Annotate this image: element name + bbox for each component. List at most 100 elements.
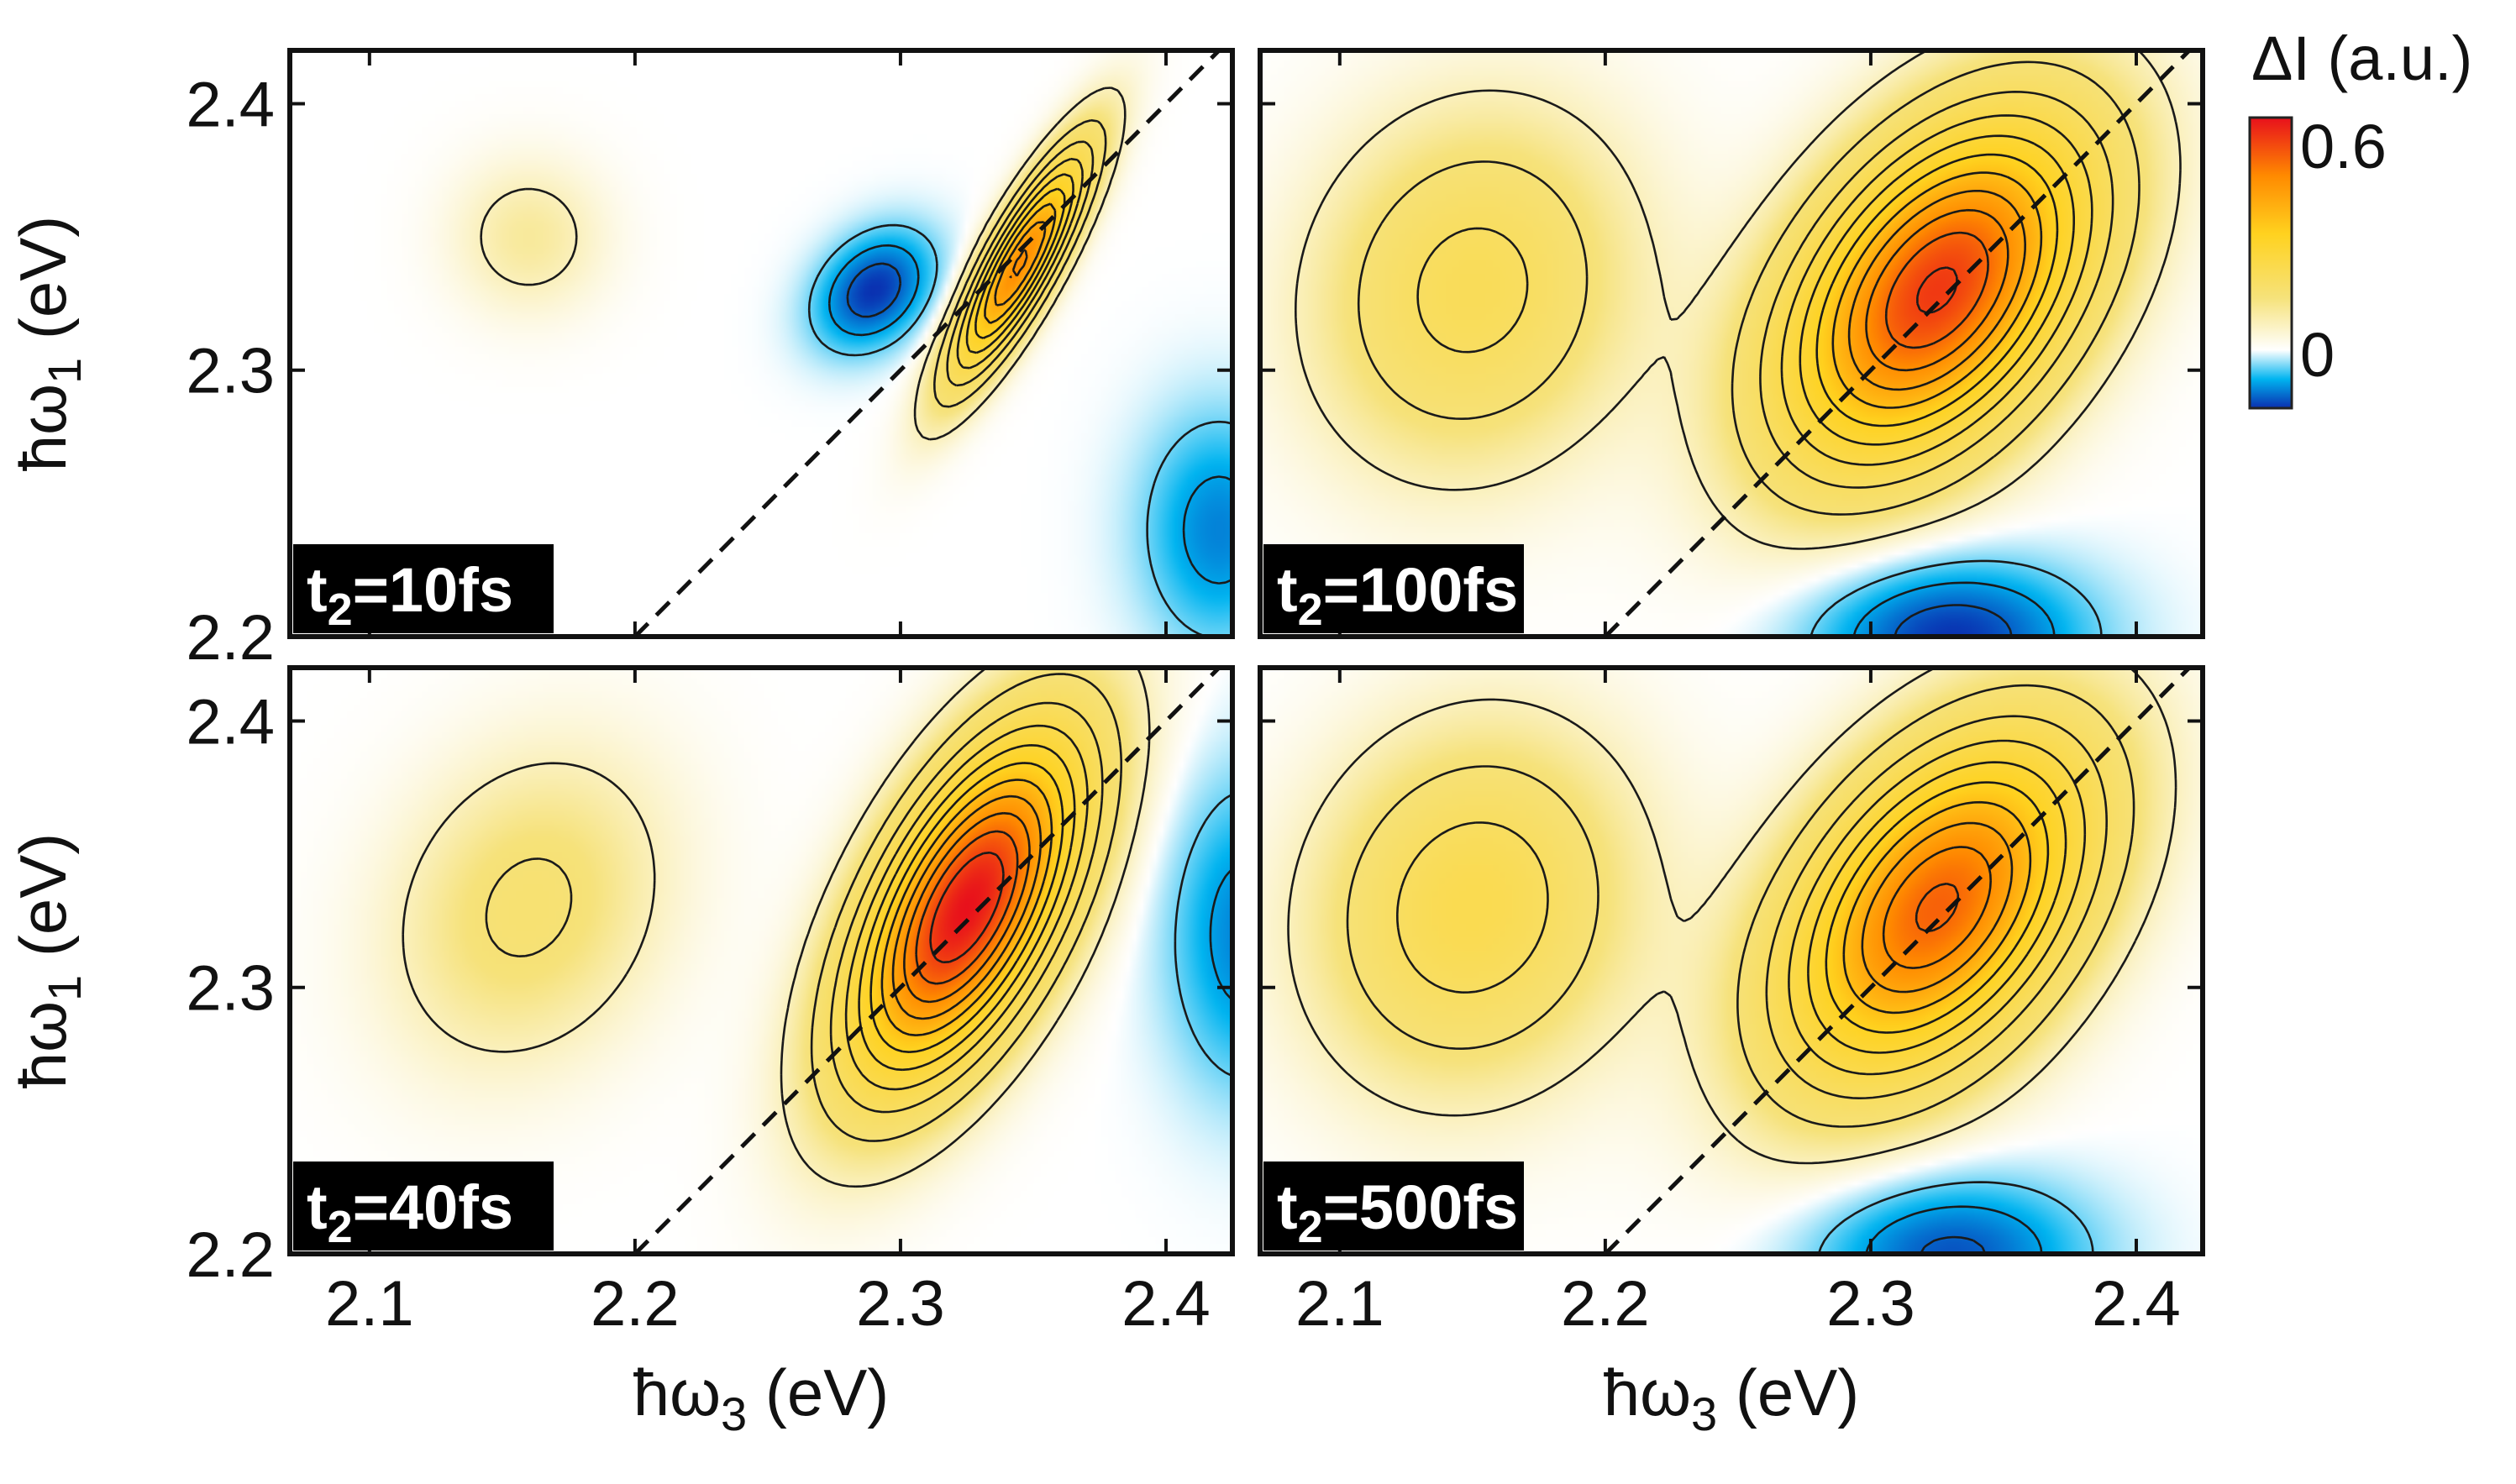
x-tick-label: 2.1 (1295, 1268, 1384, 1340)
panel-label-background (1263, 1162, 1524, 1251)
colorbar: ΔI (a.u.) 0.6 0 (2248, 24, 2472, 410)
panel-1: t2=10fs (287, 48, 1235, 639)
panel-frame (1258, 665, 2205, 1256)
panel-label-text: t2=40fs (307, 1172, 513, 1252)
colorbar-tick-zero: 0 (2300, 320, 2335, 390)
x-tick-label: 2.2 (591, 1268, 680, 1340)
y-axis-title: ħω1 (eV) (6, 833, 91, 1088)
contour-level (1817, 1181, 2094, 1254)
contour-level (974, 187, 1066, 339)
contour-level (1396, 715, 2108, 1099)
contour-level (994, 221, 1047, 307)
contour-level (858, 744, 1076, 1072)
contour-level (1009, 249, 1028, 279)
colorbar-title: ΔI (a.u.) (2251, 24, 2472, 93)
contour-level (1915, 882, 1960, 933)
contour-level (1916, 266, 1958, 314)
panel-label: t2=100fs (1263, 544, 1524, 635)
panel-3: t2=40fs (287, 665, 1235, 1256)
panel-label: t2=40fs (293, 1162, 554, 1252)
contour-level (1831, 171, 2043, 409)
contour-level (1882, 846, 1992, 969)
panel-2: t2=100fs (1258, 48, 2205, 639)
x-tick-label: 2.1 (325, 1268, 414, 1340)
contour-level (1357, 60, 2140, 516)
panel-label: t2=10fs (293, 544, 554, 635)
contour-lines (480, 87, 1232, 637)
panel-frame (1258, 48, 2205, 639)
contour-level (869, 762, 1064, 1053)
diagonal-dashed-line (633, 668, 1221, 1254)
x-tick-label: 2.4 (2092, 1268, 2181, 1340)
y-tick-label: 2.3 (186, 336, 275, 407)
contour-lines (1295, 50, 2182, 637)
panel-label: t2=500fs (1263, 1162, 1524, 1252)
panel-label-text: t2=10fs (307, 555, 513, 635)
panel-label-background (293, 1162, 554, 1251)
heatmap-image (1260, 668, 2203, 1254)
panel-label-background (1263, 544, 1524, 633)
diagonal-dashed-line (1604, 668, 2191, 1254)
x-tick-label: 2.2 (1561, 1268, 1650, 1340)
contour-level (1799, 134, 2075, 446)
contour-level (965, 173, 1074, 354)
y-tick-label: 2.2 (186, 602, 275, 674)
colorbar-gradient (2248, 116, 2293, 410)
panel-label-background (293, 544, 554, 633)
heatmap-image (1260, 50, 2203, 637)
contour-level (933, 118, 1107, 408)
contour-level (1346, 684, 2135, 1128)
contour-level (1807, 761, 2067, 1054)
panel-frame (287, 665, 1235, 1256)
contour-level (829, 701, 1104, 1114)
contour-level (880, 779, 1053, 1036)
x-tick-label: 2.3 (856, 1268, 945, 1340)
contour-level (1865, 208, 2009, 372)
contour-level (1847, 190, 2026, 391)
contour-lines (1287, 668, 2177, 1254)
panel-4: t2=500fs (1258, 665, 2205, 1256)
contour-level (1810, 559, 2103, 637)
contour-level (827, 244, 1232, 585)
y-tick-label: 2.4 (186, 69, 275, 140)
contour-level (891, 794, 1043, 1020)
x-tick-label: 2.3 (1826, 1268, 1915, 1340)
y-axis-title: ħω1 (eV) (6, 216, 91, 471)
panel-label-text: t2=500fs (1277, 1172, 1518, 1252)
contour-level (402, 668, 1151, 1188)
contour-level (1287, 668, 2177, 1165)
contour-level (1919, 1235, 1987, 1254)
contour-level (1893, 604, 2013, 637)
diagonal-dashed-line (1604, 50, 2191, 637)
contour-level (1852, 581, 2056, 637)
contour-level (1884, 231, 1989, 349)
contour-level (1842, 800, 2032, 1015)
y-tick-label: 2.2 (186, 1219, 275, 1291)
contour-lines (402, 668, 1232, 1188)
contour-level (1416, 91, 2114, 489)
y-tick-label: 2.4 (186, 686, 275, 758)
contour-level (1174, 793, 1232, 1078)
panel-frame (287, 48, 1235, 639)
contour-level (903, 811, 1031, 1004)
y-tick-label: 2.3 (186, 953, 275, 1025)
x-axis-title: ħω3 (eV) (1604, 1356, 1859, 1440)
contour-level (807, 223, 1232, 637)
contour-level (480, 87, 1127, 441)
contour-level (485, 673, 1122, 1142)
contour-level (1780, 114, 2093, 466)
heatmap-image (290, 668, 1232, 1254)
contour-level (1861, 821, 2014, 994)
heatmap-image (290, 50, 1232, 637)
contour-level (984, 202, 1057, 324)
contour-level (846, 262, 902, 318)
contour-level (915, 830, 1019, 985)
colorbar-tick-max: 0.6 (2300, 112, 2387, 181)
x-axis-title: ħω3 (eV) (633, 1356, 889, 1440)
panel-label-text: t2=100fs (1277, 555, 1518, 635)
contour-level (1788, 739, 2087, 1076)
diagonal-dashed-line (633, 50, 1221, 637)
contour-level (844, 724, 1089, 1091)
contour-level (1815, 153, 2059, 427)
